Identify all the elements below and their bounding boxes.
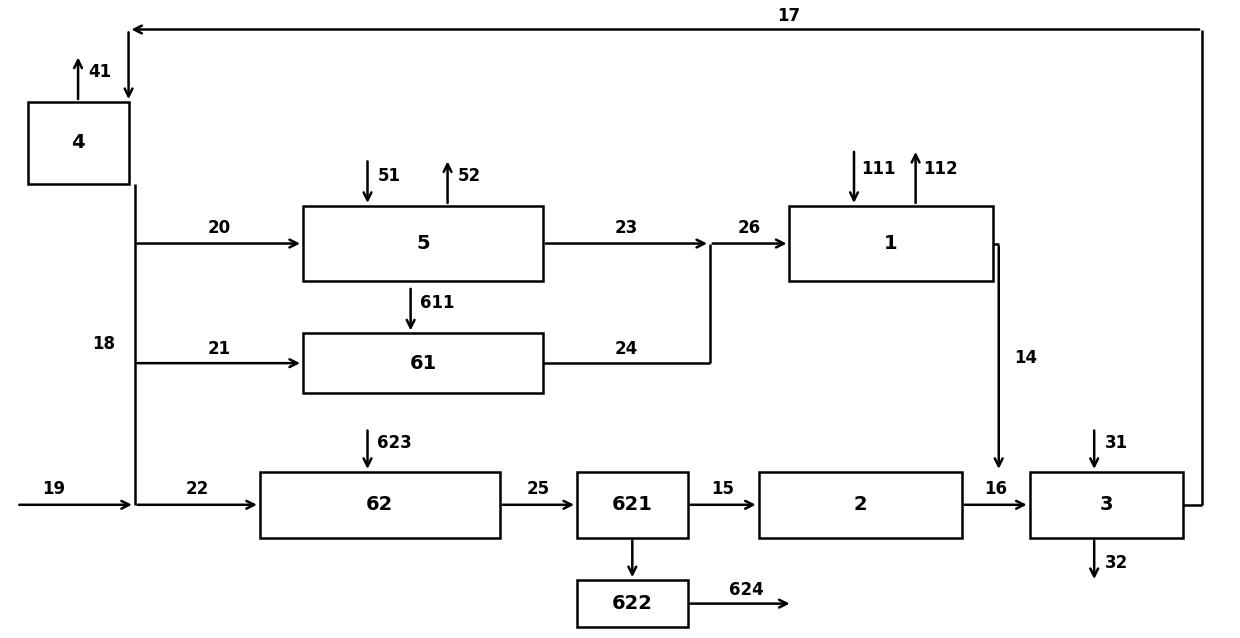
Text: 2: 2 <box>853 495 867 514</box>
Text: 20: 20 <box>207 219 231 237</box>
Text: 622: 622 <box>611 594 652 613</box>
Text: 61: 61 <box>409 353 436 373</box>
Bar <box>577 471 688 538</box>
Text: 624: 624 <box>729 581 764 599</box>
Text: 4: 4 <box>71 133 84 152</box>
Text: 17: 17 <box>777 6 800 25</box>
Text: 52: 52 <box>458 167 481 184</box>
Text: 24: 24 <box>615 339 639 358</box>
Bar <box>1029 471 1183 538</box>
Text: 623: 623 <box>377 434 412 452</box>
Text: 21: 21 <box>207 339 231 358</box>
Bar <box>303 206 543 281</box>
Text: 23: 23 <box>615 219 639 237</box>
Text: 111: 111 <box>862 160 895 178</box>
Bar <box>27 102 129 184</box>
Text: 5: 5 <box>417 234 430 253</box>
Text: 51: 51 <box>378 167 402 184</box>
Text: 25: 25 <box>527 480 551 498</box>
Bar <box>759 471 962 538</box>
Text: 16: 16 <box>985 480 1007 498</box>
Text: 32: 32 <box>1105 554 1128 572</box>
Bar <box>577 580 688 627</box>
Text: 1: 1 <box>884 234 898 253</box>
Text: 41: 41 <box>89 63 112 80</box>
Text: 26: 26 <box>738 219 761 237</box>
Bar <box>790 206 992 281</box>
Text: 19: 19 <box>42 480 64 498</box>
Text: 621: 621 <box>611 495 652 514</box>
Bar <box>303 333 543 393</box>
Text: 31: 31 <box>1105 434 1128 452</box>
Text: 3: 3 <box>1100 495 1114 514</box>
Text: 14: 14 <box>1014 348 1038 367</box>
Text: 18: 18 <box>93 335 115 353</box>
Text: 611: 611 <box>420 294 455 312</box>
Text: 15: 15 <box>712 480 734 498</box>
Text: 112: 112 <box>923 160 957 178</box>
Text: 22: 22 <box>186 480 208 498</box>
Bar <box>259 471 500 538</box>
Text: 62: 62 <box>366 495 393 514</box>
